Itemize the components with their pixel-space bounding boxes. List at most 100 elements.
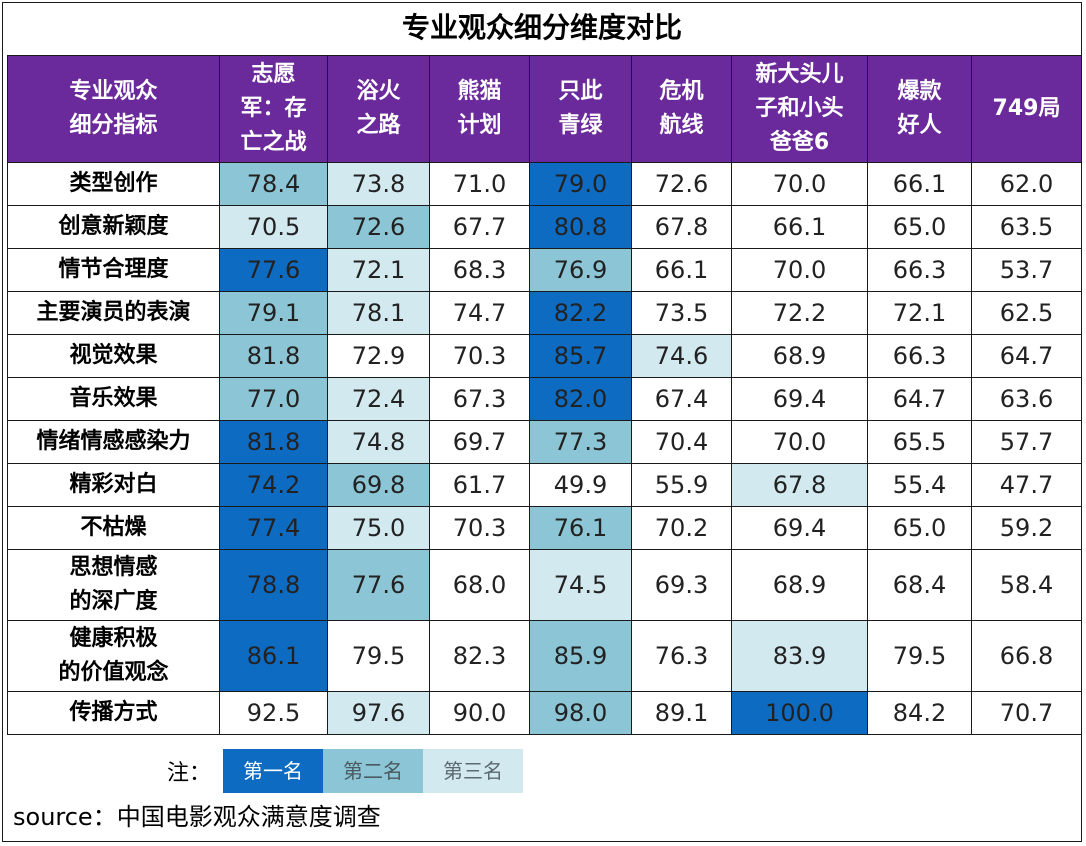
value-cell: 74.6 xyxy=(631,334,732,378)
table-row: 传播方式 92.5 97.6 90.0 98.0 89.1 100.0 84.2 70.7 xyxy=(7,691,1082,735)
value-cell: 79.1 xyxy=(219,291,328,335)
row-label-line: 精彩对白 xyxy=(69,472,158,497)
value-cell: 100.0 xyxy=(731,691,868,735)
column-header-3: 熊猫 计划 xyxy=(429,55,530,163)
legend: 注： 第一名 第二名 第三名 xyxy=(167,749,524,793)
value-cell: 85.7 xyxy=(529,334,632,378)
value-cell: 65.5 xyxy=(867,420,972,464)
column-header-line: 749局 xyxy=(992,96,1061,121)
value-cell: 65.0 xyxy=(867,506,972,550)
value-cell: 70.4 xyxy=(631,420,732,464)
table-row: 情节合理度 77.6 72.1 68.3 76.9 66.1 70.0 66.3 53.7 xyxy=(7,248,1082,292)
header-metric-label-line: 细分指标 xyxy=(69,113,158,138)
column-header-line: 亡之战 xyxy=(240,130,307,155)
row-label-line: 视觉效果 xyxy=(69,343,158,368)
table-row: 主要演员的表演 79.1 78.1 74.7 82.2 73.5 72.2 72.1 62.5 xyxy=(7,291,1082,335)
row-label-line: 主要演员的表演 xyxy=(36,300,191,325)
value-cell: 69.4 xyxy=(731,377,868,421)
value-cell: 64.7 xyxy=(867,377,972,421)
value-cell: 69.3 xyxy=(631,549,732,621)
value-cell: 69.8 xyxy=(327,463,430,507)
value-cell: 57.7 xyxy=(971,420,1082,464)
value-cell: 81.8 xyxy=(219,420,328,464)
value-cell: 72.1 xyxy=(327,248,430,292)
value-cell: 90.0 xyxy=(429,691,530,735)
value-cell: 58.4 xyxy=(971,549,1082,621)
value-cell: 97.6 xyxy=(327,691,430,735)
value-cell: 55.9 xyxy=(631,463,732,507)
table-row: 音乐效果 77.0 72.4 67.3 82.0 67.4 69.4 64.7 63.6 xyxy=(7,377,1082,421)
row-label-line: 的深广度 xyxy=(69,589,158,614)
table-row: 类型创作 78.4 73.8 71.0 79.0 72.6 70.0 66.1 62.0 xyxy=(7,162,1082,206)
row-label: 创意新颖度 xyxy=(7,205,220,249)
value-cell: 69.4 xyxy=(731,506,868,550)
row-label-line: 情节合理度 xyxy=(58,257,169,282)
chart-title: 专业观众细分维度对比 xyxy=(401,11,682,44)
value-cell: 72.6 xyxy=(327,205,430,249)
value-cell: 62.0 xyxy=(971,162,1082,206)
value-cell: 72.9 xyxy=(327,334,430,378)
value-cell: 74.5 xyxy=(529,549,632,621)
value-cell: 80.8 xyxy=(529,205,632,249)
value-cell: 82.2 xyxy=(529,291,632,335)
value-cell: 71.0 xyxy=(429,162,530,206)
value-cell: 68.3 xyxy=(429,248,530,292)
column-header-line: 之路 xyxy=(356,113,401,138)
row-label-line: 传播方式 xyxy=(69,700,158,725)
value-cell: 68.9 xyxy=(731,334,868,378)
column-header-line: 子和小头 xyxy=(755,96,844,121)
column-header-line: 爆款 xyxy=(897,79,942,104)
comparison-table: 专业观众 细分指标 志愿 军：存 亡之战 浴火 之路 熊猫 计划 只此 青绿 危机 航线 新大头儿 子和小头… xyxy=(7,55,1082,735)
value-cell: 78.8 xyxy=(219,549,328,621)
row-label-line: 音乐效果 xyxy=(69,386,158,411)
value-cell: 67.4 xyxy=(631,377,732,421)
value-cell: 73.8 xyxy=(327,162,430,206)
value-cell: 77.6 xyxy=(219,248,328,292)
value-cell: 66.1 xyxy=(867,162,972,206)
value-cell: 77.6 xyxy=(327,549,430,621)
value-cell: 66.3 xyxy=(867,334,972,378)
value-cell: 65.0 xyxy=(867,205,972,249)
table-row: 创意新颖度 70.5 72.6 67.7 80.8 67.8 66.1 65.0 63.5 xyxy=(7,205,1082,249)
value-cell: 62.5 xyxy=(971,291,1082,335)
value-cell: 76.9 xyxy=(529,248,632,292)
legend-third-place: 第三名 xyxy=(423,749,524,793)
value-cell: 53.7 xyxy=(971,248,1082,292)
column-header-line: 志愿 xyxy=(251,62,296,87)
column-header-line: 浴火 xyxy=(356,79,401,104)
value-cell: 92.5 xyxy=(219,691,328,735)
value-cell: 70.5 xyxy=(219,205,328,249)
column-header-8: 749局 xyxy=(971,55,1082,163)
value-cell: 70.3 xyxy=(429,506,530,550)
value-cell: 82.0 xyxy=(529,377,632,421)
value-cell: 68.0 xyxy=(429,549,530,621)
column-header-4: 只此 青绿 xyxy=(529,55,632,163)
value-cell: 59.2 xyxy=(971,506,1082,550)
value-cell: 74.8 xyxy=(327,420,430,464)
source-note: source：中国电影观众满意度调查 xyxy=(13,803,381,831)
column-header-2: 浴火 之路 xyxy=(327,55,430,163)
value-cell: 66.1 xyxy=(631,248,732,292)
column-header-line: 只此 xyxy=(558,79,603,104)
value-cell: 63.5 xyxy=(971,205,1082,249)
value-cell: 67.8 xyxy=(631,205,732,249)
row-label: 健康积极 的价值观念 xyxy=(7,620,220,692)
table-row: 精彩对白 74.2 69.8 61.7 49.9 55.9 67.8 55.4 47.7 xyxy=(7,463,1082,507)
value-cell: 72.4 xyxy=(327,377,430,421)
value-cell: 66.3 xyxy=(867,248,972,292)
value-cell: 70.0 xyxy=(731,248,868,292)
row-label-line: 创意新颖度 xyxy=(58,214,169,239)
value-cell: 70.0 xyxy=(731,420,868,464)
column-header-line: 新大头儿 xyxy=(755,62,844,87)
value-cell: 83.9 xyxy=(731,620,868,692)
value-cell: 64.7 xyxy=(971,334,1082,378)
column-header-1: 志愿 军：存 亡之战 xyxy=(219,55,328,163)
legend-second-place: 第二名 xyxy=(323,749,424,793)
row-label: 音乐效果 xyxy=(7,377,220,421)
row-label: 主要演员的表演 xyxy=(7,291,220,335)
value-cell: 70.7 xyxy=(971,691,1082,735)
column-header-line: 危机 xyxy=(659,79,704,104)
value-cell: 77.3 xyxy=(529,420,632,464)
value-cell: 81.8 xyxy=(219,334,328,378)
value-cell: 49.9 xyxy=(529,463,632,507)
